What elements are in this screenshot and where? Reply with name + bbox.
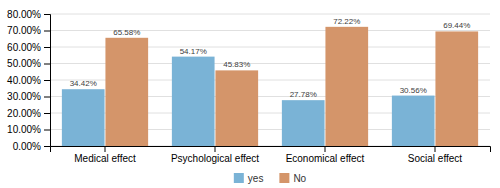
data-label: 65.58%	[113, 28, 140, 37]
y-tick: 30.00%	[7, 91, 50, 102]
bar	[392, 96, 435, 146]
bars	[62, 27, 478, 146]
bar	[172, 57, 215, 146]
x-tick-mark	[325, 146, 326, 152]
x-tick-label: Psychological effect	[171, 153, 259, 164]
y-tick-label: 70.00%	[7, 25, 41, 36]
y-tick: 50.00%	[7, 58, 50, 69]
x-tick-mark	[215, 146, 216, 152]
bar	[435, 31, 478, 146]
y-tick: 40.00%	[7, 75, 50, 86]
x-tick: Psychological effect	[171, 146, 259, 164]
x-tick-mark	[435, 146, 436, 152]
data-label: 54.17%	[180, 47, 207, 56]
grid-line	[50, 14, 490, 15]
legend-item: yes	[234, 173, 264, 184]
plot: 34.42% 54.17% 27.78% 30.56% 65.58% 45.83% 72.2…	[7, 9, 490, 164]
bar	[282, 100, 325, 146]
data-label: 72.22%	[333, 17, 360, 26]
x-axis: Medical effect Psychological effect Econom…	[51, 146, 491, 164]
data-label: 30.56%	[400, 86, 427, 95]
y-tick: 10.00%	[7, 124, 50, 135]
legend: yes No	[234, 173, 307, 184]
legend-label: yes	[248, 173, 264, 184]
data-label: 27.78%	[290, 90, 317, 99]
y-tick-mark	[44, 130, 50, 131]
series-bars	[105, 27, 478, 146]
legend-swatch	[279, 173, 289, 183]
y-tick: 70.00%	[7, 25, 50, 36]
y-tick-mark	[44, 47, 50, 48]
y-tick: 20.00%	[7, 108, 50, 119]
y-tick-label: 0.00%	[13, 141, 41, 152]
y-tick-mark	[44, 64, 50, 65]
x-tick: Social effect	[408, 146, 463, 164]
y-tick-label: 60.00%	[7, 42, 41, 53]
y-axis: 0.00% 10.00% 20.00% 30.00% 40.00% 50.00% 60.00…	[7, 9, 50, 152]
legend-label: No	[293, 173, 306, 184]
y-axis-line	[44, 15, 51, 147]
y-tick: 80.00%	[7, 9, 50, 20]
x-tick-label: Social effect	[408, 153, 463, 164]
y-tick-label: 80.00%	[7, 9, 41, 20]
y-tick: 0.00%	[13, 141, 50, 152]
x-axis-line	[51, 147, 491, 153]
data-label: 69.44%	[443, 21, 470, 30]
y-tick-mark	[44, 80, 50, 81]
y-tick-mark	[44, 31, 50, 32]
y-tick-label: 40.00%	[7, 75, 41, 86]
grid	[50, 14, 490, 146]
y-tick: 60.00%	[7, 42, 50, 53]
x-tick-mark	[105, 146, 106, 152]
x-tick-label: Economical effect	[286, 153, 365, 164]
data-labels: 34.42% 54.17% 27.78% 30.56% 65.58% 45.83% 72.2…	[70, 17, 471, 99]
x-tick: Economical effect	[286, 146, 365, 164]
y-tick-mark	[44, 97, 50, 98]
bar	[105, 38, 148, 146]
bar	[325, 27, 368, 146]
y-tick-label: 10.00%	[7, 124, 41, 135]
y-tick-mark	[44, 14, 50, 15]
data-label: 34.42%	[70, 79, 97, 88]
y-tick-label: 50.00%	[7, 58, 41, 69]
y-tick-mark	[44, 113, 50, 114]
bar	[62, 89, 105, 146]
x-tick: Medical effect	[74, 146, 136, 164]
bar	[215, 70, 258, 146]
legend-item: No	[279, 173, 306, 184]
y-tick-mark	[44, 146, 50, 147]
y-tick-label: 20.00%	[7, 108, 41, 119]
legend-swatch	[234, 173, 244, 183]
data-label: 45.83%	[223, 60, 250, 69]
chart: 34.42% 54.17% 27.78% 30.56% 65.58% 45.83% 72.2…	[0, 0, 500, 188]
y-tick-label: 30.00%	[7, 91, 41, 102]
x-tick-label: Medical effect	[74, 153, 136, 164]
